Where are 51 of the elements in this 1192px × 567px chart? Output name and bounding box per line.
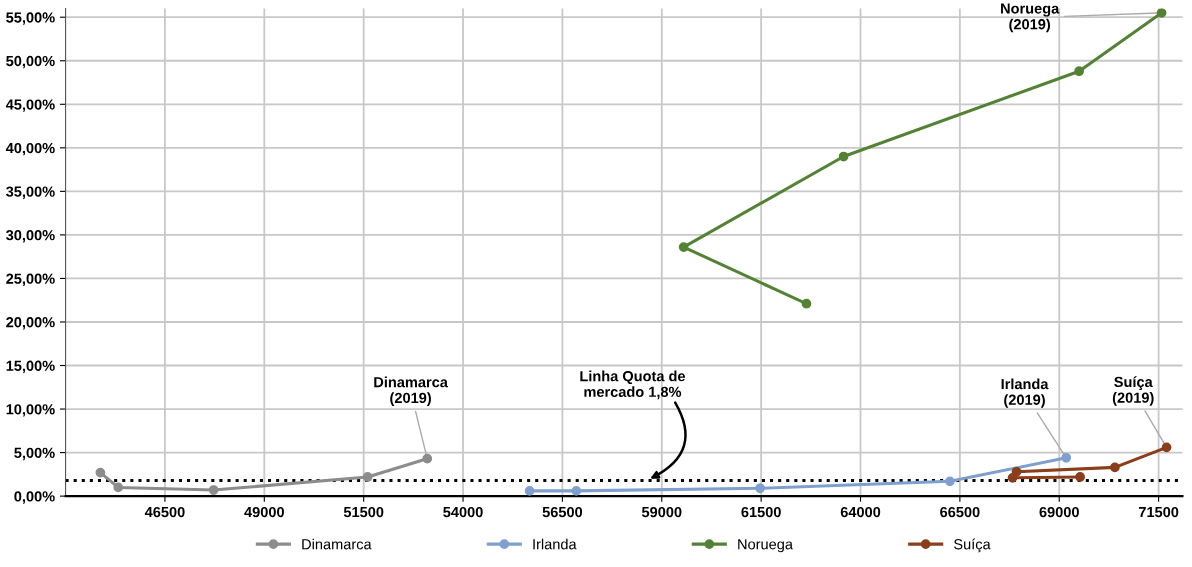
- point: [1156, 8, 1167, 18]
- y-tick-label: 0,00%: [14, 491, 55, 504]
- annotation: Irlanda (2019): [1001, 378, 1049, 408]
- point: [801, 298, 812, 309]
- point: [838, 151, 849, 162]
- x-tick-label: 46500: [144, 506, 185, 518]
- y-tick-label: 20,00%: [6, 317, 55, 330]
- legend-label: Noruega: [738, 539, 793, 553]
- x-tick-label: 71500: [1138, 506, 1179, 518]
- annotation: Dinamarca (2019): [374, 376, 448, 406]
- x-tick-label: 59000: [641, 506, 682, 518]
- y-tick-label: 30,00%: [6, 230, 55, 243]
- point: [1061, 452, 1072, 463]
- y-tick-label: 10,00%: [6, 404, 55, 417]
- x-tick-label: 69000: [1039, 506, 1079, 518]
- point: [1074, 66, 1084, 77]
- x-tick-label: 61500: [741, 506, 781, 518]
- x-tick-label: 51500: [343, 506, 384, 518]
- point: [1110, 462, 1120, 473]
- x-tick-label: 49000: [244, 506, 284, 518]
- point: [113, 482, 124, 493]
- y-tick-label: 5,00%: [14, 447, 55, 461]
- point: [755, 483, 766, 494]
- point: [1011, 466, 1022, 477]
- point: [945, 476, 955, 487]
- point: [524, 486, 535, 496]
- point: [678, 242, 689, 252]
- x-tick-label: 66500: [940, 506, 980, 518]
- legend-label: Suíça: [954, 538, 991, 553]
- legend-label: Irlanda: [533, 538, 577, 550]
- point: [422, 453, 433, 464]
- point: [571, 486, 582, 496]
- annotation: Noruega (2019): [1001, 3, 1060, 33]
- y-tick-label: 25,00%: [6, 273, 55, 286]
- y-tick-label: 35,00%: [6, 186, 55, 199]
- point: [362, 472, 373, 482]
- y-tick-label: 45,00%: [5, 99, 55, 112]
- x-tick-label: 64000: [840, 506, 881, 518]
- annotation: Suíça (2019): [1112, 376, 1154, 406]
- point: [1161, 442, 1172, 453]
- y-tick-label: 55,00%: [6, 12, 55, 25]
- point: [208, 485, 219, 495]
- y-tick-label: 15,00%: [6, 360, 55, 374]
- y-tick-label: 50,00%: [6, 55, 55, 69]
- y-tick-label: 40,00%: [5, 142, 55, 156]
- legend-label: Dinamarca: [302, 538, 372, 550]
- ref-line-label: Linha Quota de mercado 1,8%: [580, 370, 686, 400]
- x-tick-label: 56500: [542, 506, 583, 518]
- point: [1075, 472, 1085, 482]
- point: [95, 467, 106, 478]
- x-tick-label: 54000: [443, 506, 483, 518]
